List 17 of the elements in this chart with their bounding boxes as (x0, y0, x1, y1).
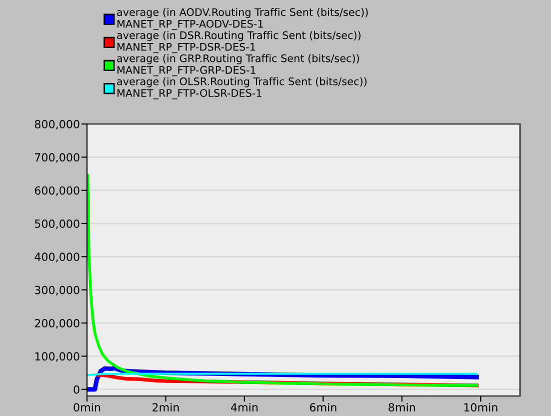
x-tick-label: 2min (152, 402, 179, 412)
y-tick-label: 200,000 (34, 319, 80, 329)
y-tick-label: 0 (74, 385, 80, 394)
y-tick-label: 600,000 (34, 186, 80, 196)
y-tick-label: 300,000 (34, 286, 80, 296)
legend-label: average (in OLSR.Routing Traffic Sent (bits/sec)) MANET_RP_FTP-OLSR-DES-1 (117, 77, 366, 100)
x-tick-label: 4min (230, 402, 258, 412)
y-tick-label: 400,000 (34, 252, 80, 262)
y-tick-label: 100,000 (35, 352, 80, 362)
x-tick-label: 8min (388, 402, 415, 412)
x-tick-label: 10min (464, 402, 498, 412)
x-tick-label: 0min (74, 402, 100, 412)
y-tick-label: 500,000 (34, 219, 80, 230)
line-series (87, 174, 478, 387)
y-tick-label: 700,000 (35, 153, 80, 163)
x-tick-label: 6min (310, 402, 336, 412)
y-tick-label: 800,000 (34, 120, 80, 130)
